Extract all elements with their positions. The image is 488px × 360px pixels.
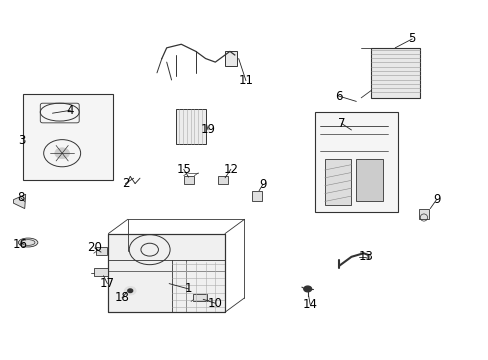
Text: 9: 9 [259, 178, 266, 191]
Text: 5: 5 [407, 32, 415, 45]
Bar [183, 176, 194, 184]
Text: 6: 6 [334, 90, 342, 103]
Text: 9: 9 [432, 193, 439, 206]
Circle shape [124, 287, 136, 295]
Bar [96, 247, 107, 255]
Bar [314, 112, 397, 212]
Text: 14: 14 [302, 298, 317, 311]
Bar [418, 208, 428, 219]
Text: 17: 17 [100, 277, 115, 290]
Bar [94, 267, 108, 276]
Bar [176, 109, 205, 144]
Text: 10: 10 [207, 297, 223, 310]
Polygon shape [14, 194, 26, 208]
Bar [217, 176, 228, 184]
Bar [23, 94, 113, 180]
Text: 4: 4 [66, 104, 74, 117]
Text: 1: 1 [184, 283, 192, 296]
Circle shape [127, 289, 132, 293]
FancyBboxPatch shape [108, 234, 224, 312]
Text: 3: 3 [18, 134, 25, 147]
Text: 19: 19 [200, 123, 215, 136]
Bar [324, 158, 351, 205]
Text: 20: 20 [87, 241, 102, 255]
Text: 8: 8 [17, 192, 24, 204]
Bar [356, 158, 382, 202]
FancyBboxPatch shape [370, 48, 419, 98]
Circle shape [55, 148, 69, 158]
Text: 11: 11 [238, 74, 253, 87]
Bar [251, 191, 262, 202]
Bar [193, 294, 206, 301]
Circle shape [303, 286, 311, 292]
Bar [224, 51, 237, 66]
Text: 12: 12 [223, 163, 238, 176]
Text: 2: 2 [122, 177, 129, 190]
Text: 15: 15 [176, 163, 191, 176]
Text: 13: 13 [358, 250, 373, 263]
Text: 18: 18 [114, 291, 129, 305]
Text: 16: 16 [12, 238, 27, 251]
Text: 7: 7 [337, 117, 345, 130]
Ellipse shape [19, 238, 38, 247]
